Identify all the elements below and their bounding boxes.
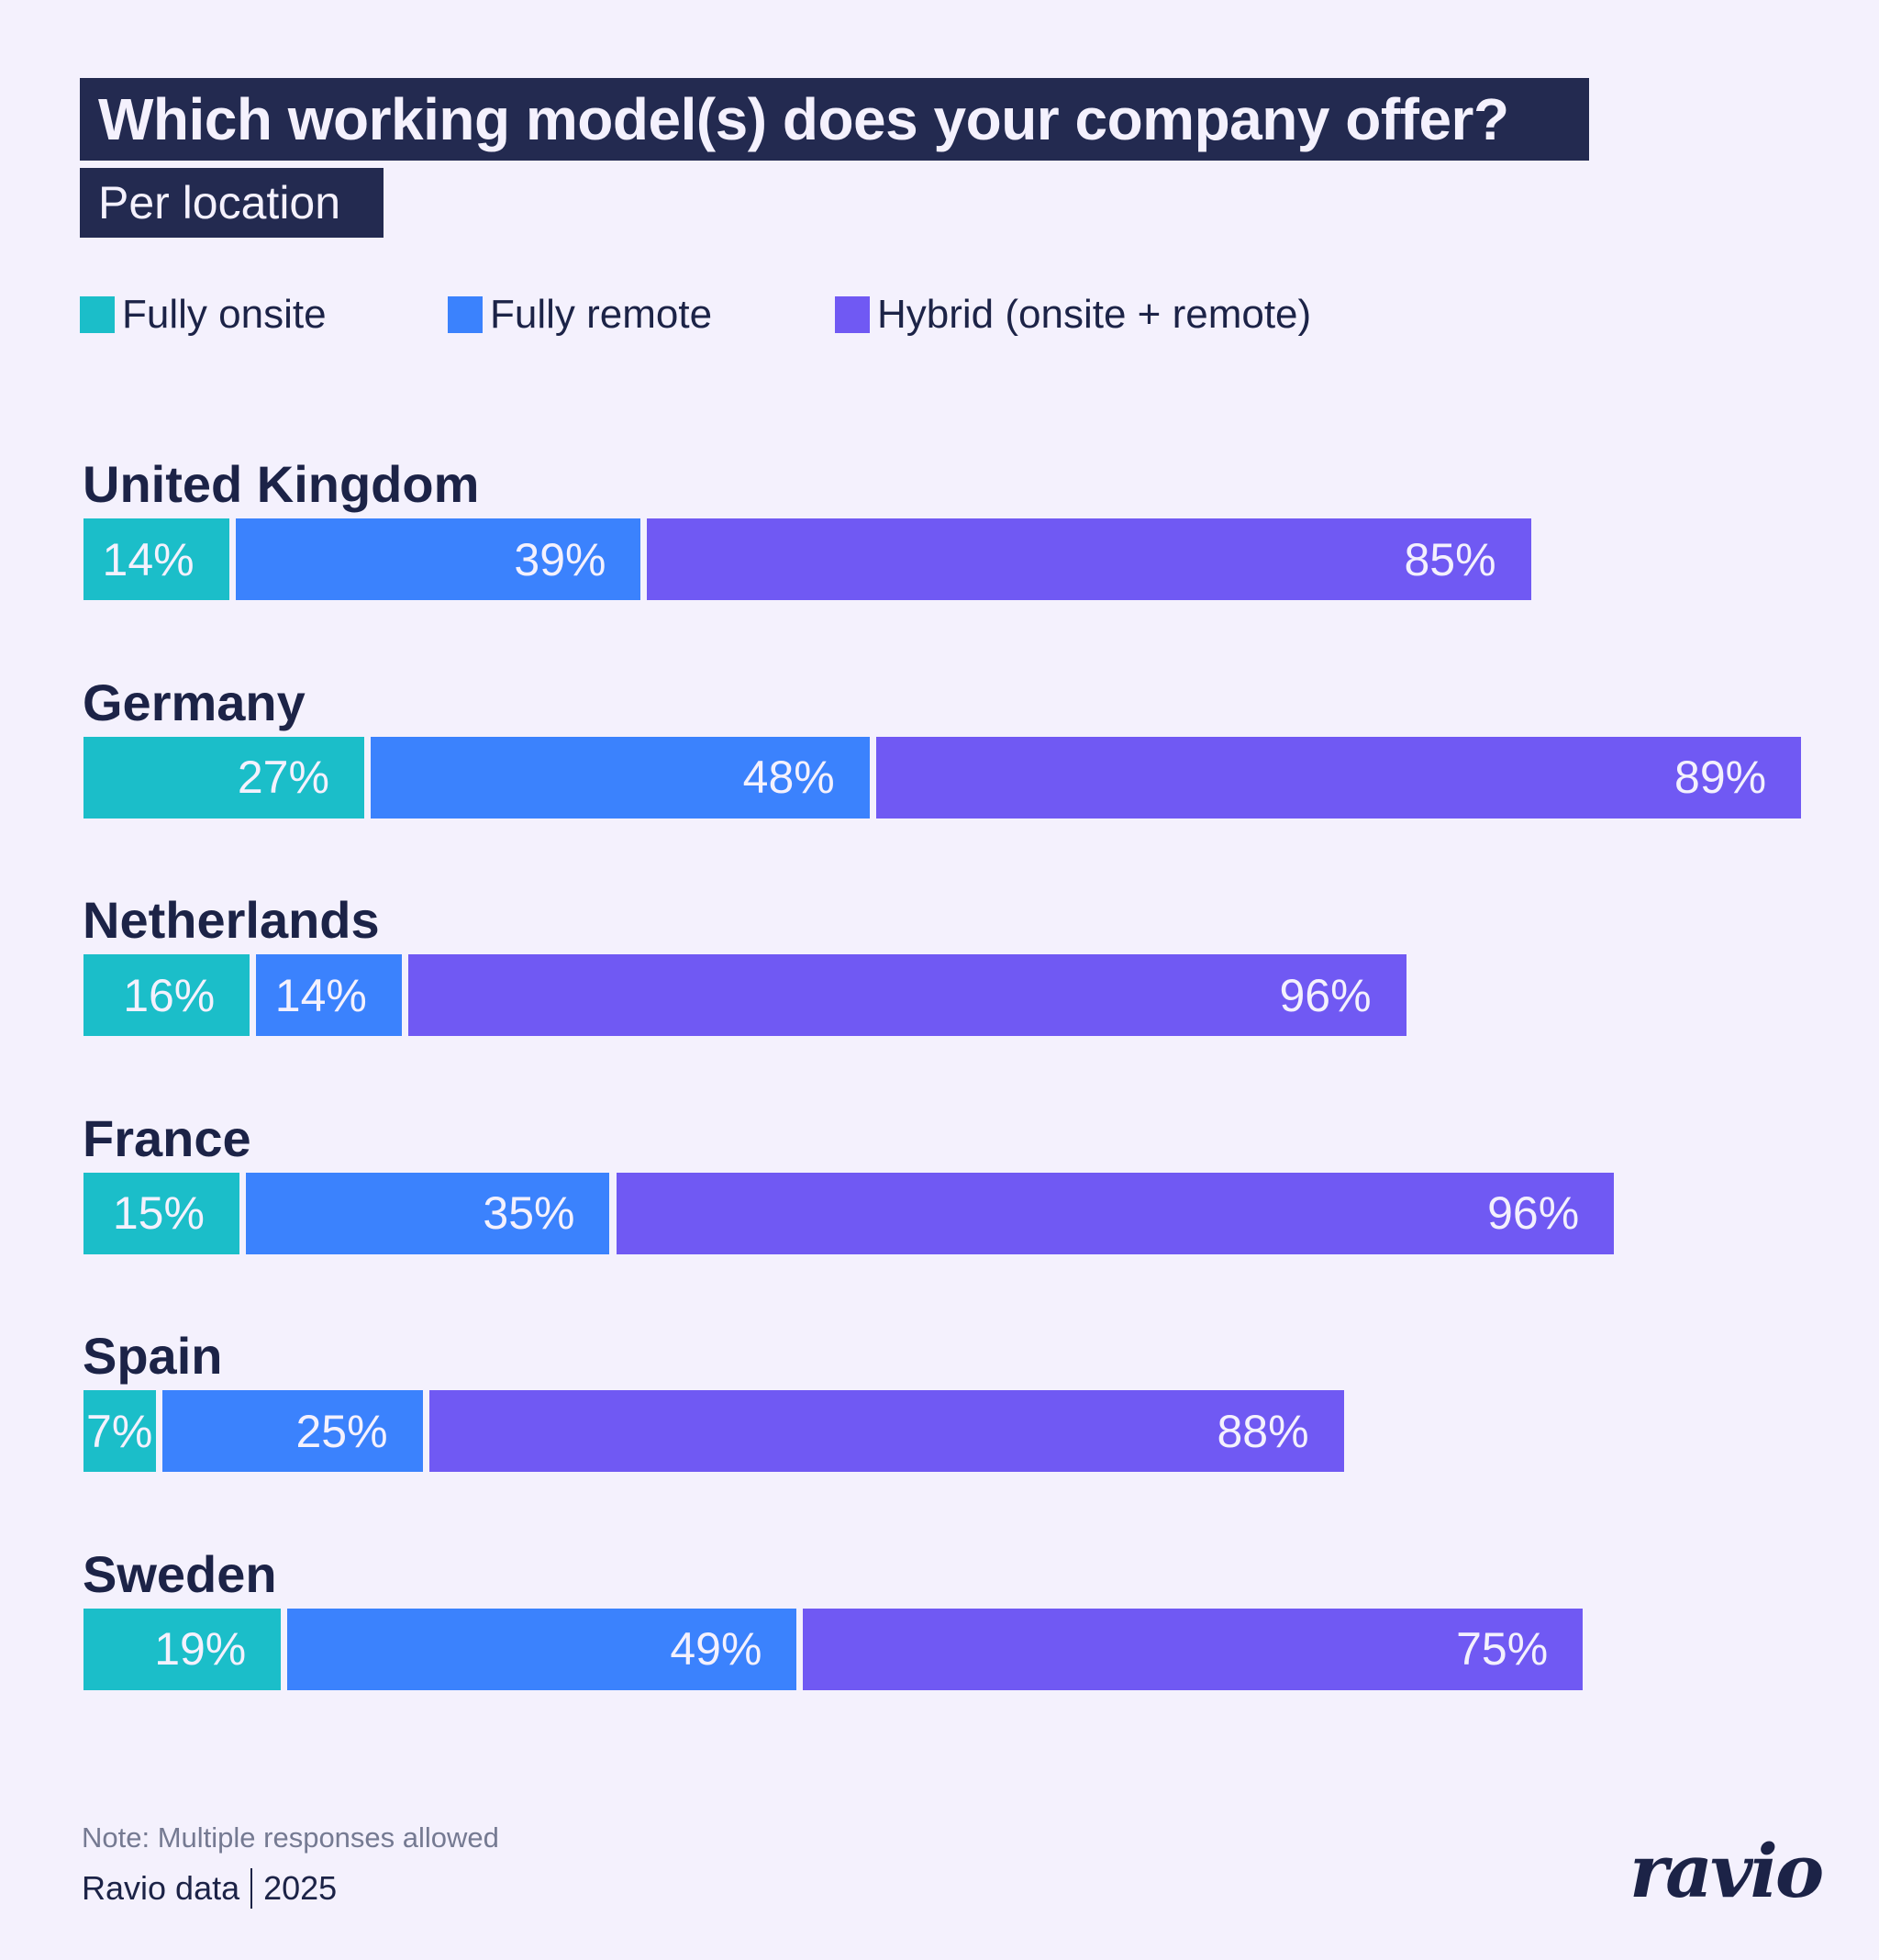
chart-subtitle-box: Per location [80, 168, 384, 238]
data-label-sweden-fully-onsite: 19% [154, 1623, 247, 1675]
source-label: Ravio data [82, 1869, 240, 1907]
country-label-france: France [83, 1108, 251, 1167]
bar-france-hybrid-onsite-remote: 96% [616, 1172, 1615, 1254]
bar-united-kingdom-hybrid-onsite-remote: 85% [647, 518, 1531, 600]
data-label-united-kingdom-hybrid-onsite-remote: 85% [1404, 533, 1496, 585]
legend-label-fully-remote: Fully remote [490, 292, 713, 337]
country-label-sweden: Sweden [83, 1544, 277, 1603]
bar-netherlands-hybrid-onsite-remote: 96% [407, 954, 1406, 1036]
legend-item-hybrid: Hybrid (onsite + remote) [835, 292, 1311, 338]
country-label-spain: Spain [83, 1327, 223, 1385]
bar-united-kingdom-fully-onsite: 14% [83, 518, 229, 600]
data-label-united-kingdom-fully-remote: 39% [514, 533, 606, 585]
bar-sweden-hybrid-onsite-remote: 75% [803, 1608, 1584, 1690]
data-label-spain-fully-remote: 25% [295, 1405, 388, 1457]
legend-label-fully-onsite: Fully onsite [122, 292, 327, 337]
data-label-france-hybrid-onsite-remote: 96% [1487, 1187, 1580, 1239]
footnote: Note: Multiple responses allowed [82, 1821, 499, 1854]
bar-germany-fully-onsite: 27% [83, 736, 364, 819]
legend-item-fully-remote: Fully remote [448, 292, 712, 338]
bar-sweden-fully-onsite: 19% [83, 1608, 282, 1690]
data-label-united-kingdom-fully-onsite: 14% [102, 533, 195, 585]
data-label-germany-fully-remote: 48% [742, 752, 835, 803]
data-label-france-fully-onsite: 15% [112, 1187, 205, 1239]
legend-swatch-fully-remote [448, 296, 483, 333]
data-label-spain-hybrid-onsite-remote: 88% [1217, 1405, 1309, 1457]
data-label-netherlands-hybrid-onsite-remote: 96% [1279, 969, 1372, 1021]
bar-spain-fully-remote: 25% [162, 1390, 423, 1472]
legend-swatch-fully-onsite [80, 296, 115, 333]
bar-sweden-fully-remote: 49% [287, 1608, 797, 1690]
chart-title: Which working model(s) does your company… [98, 86, 1509, 152]
data-label-germany-hybrid-onsite-remote: 89% [1674, 752, 1767, 803]
data-label-germany-fully-onsite: 27% [237, 752, 329, 803]
source-divider [250, 1868, 253, 1909]
legend-item-fully-onsite: Fully onsite [80, 292, 327, 338]
data-label-sweden-hybrid-onsite-remote: 75% [1456, 1623, 1549, 1675]
data-label-france-fully-remote: 35% [483, 1187, 575, 1239]
bar-united-kingdom-fully-remote: 39% [235, 518, 641, 600]
bar-netherlands-fully-remote: 14% [256, 954, 402, 1036]
country-label-germany: Germany [83, 673, 306, 731]
country-label-netherlands: Netherlands [83, 891, 380, 949]
bar-germany-fully-remote: 48% [370, 736, 870, 819]
chart-subtitle: Per location [98, 177, 341, 228]
chart-title-box: Which working model(s) does your company… [80, 78, 1589, 161]
legend-label-hybrid: Hybrid (onsite + remote) [877, 292, 1312, 337]
bar-france-fully-onsite: 15% [83, 1172, 239, 1254]
bar-spain-fully-onsite: 7% [83, 1390, 157, 1472]
bar-netherlands-fully-onsite: 16% [83, 954, 250, 1036]
country-label-united-kingdom: United Kingdom [83, 455, 480, 513]
data-label-spain-fully-onsite: 7% [86, 1405, 153, 1457]
source-year: 2025 [263, 1869, 338, 1907]
bar-germany-hybrid-onsite-remote: 89% [875, 736, 1802, 819]
data-label-sweden-fully-remote: 49% [670, 1623, 762, 1675]
source-line: Ravio data 2025 [82, 1868, 337, 1909]
bar-spain-hybrid-onsite-remote: 88% [428, 1390, 1344, 1472]
legend: Fully onsite Fully remote Hybrid (onsite… [80, 292, 1640, 338]
legend-swatch-hybrid [835, 296, 870, 333]
data-label-netherlands-fully-onsite: 16% [123, 969, 216, 1021]
bar-france-fully-remote: 35% [245, 1172, 610, 1254]
ravio-logo: ravio [1629, 1828, 1824, 1914]
data-label-netherlands-fully-remote: 14% [274, 969, 367, 1021]
